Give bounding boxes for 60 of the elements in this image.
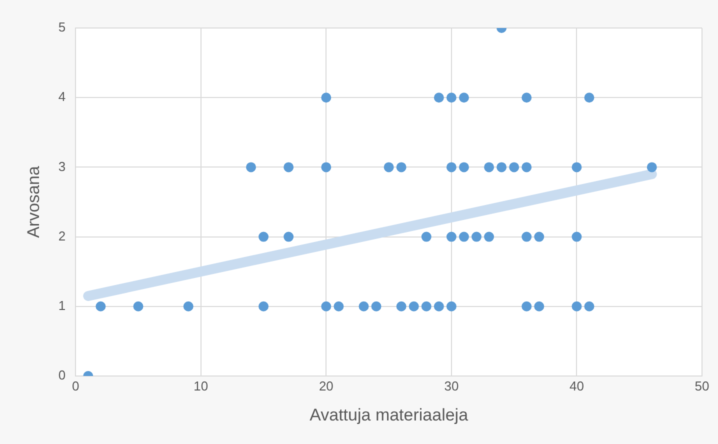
y-tick-label: 4 bbox=[58, 89, 66, 104]
point bbox=[384, 162, 394, 172]
point bbox=[321, 301, 332, 312]
point bbox=[321, 162, 332, 172]
point bbox=[446, 162, 456, 172]
point bbox=[371, 301, 382, 312]
point bbox=[484, 232, 494, 242]
x-tick-label: 30 bbox=[444, 378, 459, 394]
x-tick-label: 40 bbox=[569, 378, 584, 394]
point bbox=[408, 301, 419, 312]
point bbox=[458, 232, 469, 242]
point bbox=[572, 162, 582, 172]
point bbox=[258, 232, 269, 242]
point bbox=[358, 301, 369, 312]
point bbox=[421, 232, 432, 242]
point bbox=[458, 162, 469, 172]
y-tick-label: 0 bbox=[58, 368, 66, 383]
point bbox=[522, 232, 532, 242]
point bbox=[258, 301, 269, 312]
point bbox=[96, 301, 106, 312]
point bbox=[484, 162, 494, 172]
point bbox=[133, 301, 144, 312]
point bbox=[522, 92, 532, 103]
point bbox=[584, 301, 594, 312]
point bbox=[572, 232, 582, 242]
y-tick-label: 1 bbox=[58, 298, 66, 313]
point bbox=[321, 92, 332, 103]
point bbox=[446, 92, 456, 103]
point bbox=[446, 232, 456, 242]
y-axis-title: Arvosana bbox=[24, 166, 43, 238]
point bbox=[496, 162, 507, 172]
point bbox=[434, 92, 444, 103]
point bbox=[472, 232, 482, 242]
x-axis-title: Avattuja materiaaleja bbox=[310, 405, 469, 424]
y-tick-label: 3 bbox=[58, 158, 66, 174]
point bbox=[396, 301, 406, 312]
point bbox=[509, 162, 520, 172]
x-tick-label: 0 bbox=[72, 378, 80, 394]
x-tick-label: 50 bbox=[694, 378, 710, 394]
y-tick-label: 2 bbox=[58, 228, 66, 244]
point bbox=[522, 162, 532, 172]
point bbox=[584, 92, 594, 103]
point bbox=[183, 301, 194, 312]
point bbox=[534, 232, 544, 242]
point bbox=[334, 301, 344, 312]
point bbox=[396, 162, 406, 172]
point bbox=[534, 301, 544, 312]
x-tick-label: 10 bbox=[194, 378, 208, 394]
point bbox=[284, 232, 294, 242]
x-tick-label: 20 bbox=[318, 378, 334, 394]
point bbox=[572, 301, 582, 312]
point bbox=[246, 162, 256, 172]
point bbox=[421, 301, 432, 312]
point bbox=[646, 162, 657, 172]
y-tick-label: 5 bbox=[58, 20, 66, 35]
point bbox=[522, 301, 532, 312]
point bbox=[284, 162, 294, 172]
point bbox=[458, 92, 469, 103]
point bbox=[446, 301, 456, 312]
point bbox=[434, 301, 444, 312]
